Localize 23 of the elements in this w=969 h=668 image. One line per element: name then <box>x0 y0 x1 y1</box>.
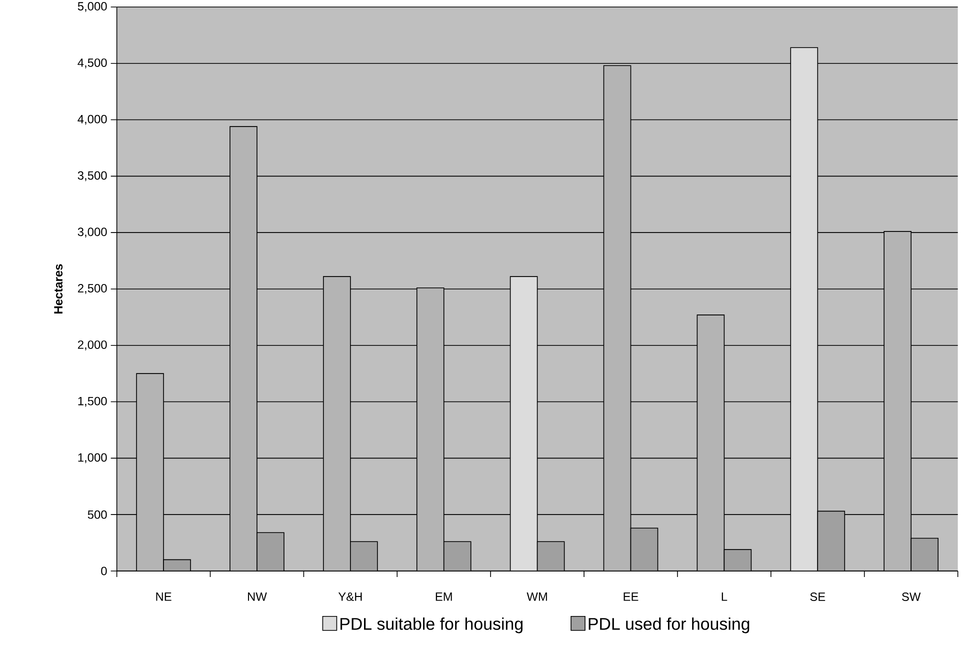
x-tick-label: Y&H <box>338 592 362 601</box>
y-tick-label: 2,000 <box>78 340 107 350</box>
x-tick-label: EE <box>624 592 638 601</box>
y-tick-label: 3,500 <box>78 171 107 182</box>
y-tick-label: 0 <box>101 566 107 576</box>
y-tick-label: 2,500 <box>78 284 107 294</box>
y-tick-label: 1,000 <box>78 453 107 464</box>
x-tick-label: WM <box>526 592 547 601</box>
y-tick-label: 4,000 <box>78 114 107 125</box>
x-tick-label: EM <box>436 592 452 601</box>
y-tick-label: 1,500 <box>78 396 107 407</box>
y-tick-label: 5,000 <box>78 2 107 12</box>
y-axis-title: Hectares <box>54 264 63 314</box>
y-tick-label: 4,500 <box>78 58 107 68</box>
x-tick-label: L <box>722 592 728 601</box>
y-tick-label: 3,000 <box>78 228 107 238</box>
x-tick-label: NW <box>248 592 267 601</box>
x-tick-label: NE <box>156 592 172 601</box>
x-tick-label: SW <box>902 592 921 601</box>
y-tick-label: 500 <box>88 510 107 519</box>
x-tick-label: SE <box>810 592 826 601</box>
legend-label: PDL suitable for housing <box>340 617 523 634</box>
legend-label: PDL used for housing <box>588 617 750 634</box>
